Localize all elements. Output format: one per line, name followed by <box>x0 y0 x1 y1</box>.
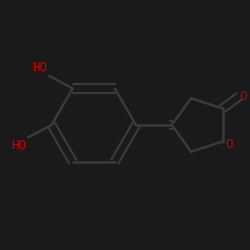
Text: HO: HO <box>11 139 26 152</box>
Text: HO: HO <box>32 62 47 74</box>
Text: O: O <box>225 138 232 150</box>
Text: O: O <box>239 90 246 103</box>
